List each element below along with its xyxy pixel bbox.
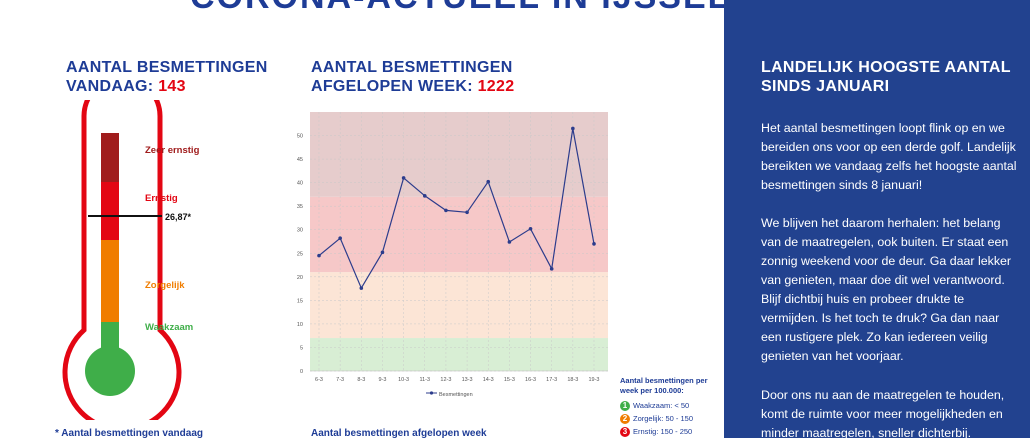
chart-point bbox=[592, 242, 596, 246]
chart-point bbox=[338, 236, 342, 241]
level-label-zorgelijk: Zorgelijk bbox=[145, 280, 185, 291]
chart-point bbox=[444, 208, 448, 213]
sidebar-heading: LANDELIJK HOOGSTE AANTAL SINDS JANUARI bbox=[761, 59, 1011, 95]
chart-x-tick-label: 8-3 bbox=[357, 377, 365, 383]
chart-y-tick-label: 35 bbox=[297, 204, 303, 210]
today-heading-prefix: VANDAAG: bbox=[66, 78, 159, 95]
sidebar-paragraph-3: Door ons nu aan de maatregelen te houden… bbox=[761, 388, 1005, 440]
chart-bands bbox=[310, 112, 608, 371]
chart-x-tick-label: 15-3 bbox=[504, 377, 515, 383]
chart-band-1 bbox=[310, 272, 608, 339]
chart-y-tick-label: 10 bbox=[297, 322, 303, 328]
chart-y-tick-label: 20 bbox=[297, 275, 303, 281]
week-heading-line1: AANTAL BESMETTINGEN bbox=[311, 59, 513, 76]
chart-point bbox=[317, 253, 321, 258]
risk-legend-item: 2 Zorgelijk: 50 - 150 bbox=[620, 412, 720, 425]
chart-x-tick-label: 14-3 bbox=[483, 377, 494, 383]
risk-legend-label: Zorgelijk: 50 - 150 bbox=[633, 414, 694, 423]
chart-band-0 bbox=[310, 338, 608, 371]
chart-x-tick-label: 11-3 bbox=[419, 377, 430, 383]
today-heading-line1: AANTAL BESMETTINGEN bbox=[66, 59, 268, 76]
thermometer-bulb bbox=[85, 346, 135, 396]
chart-y-tick-label: 5 bbox=[300, 345, 303, 351]
today-count: 143 bbox=[158, 78, 186, 95]
chart-x-tick-label: 13-3 bbox=[462, 377, 473, 383]
week-footnote: Aantal besmettingen afgelopen week bbox=[311, 428, 487, 439]
risk-legend-badge: 2 bbox=[620, 413, 630, 424]
chart-y-tick-label: 50 bbox=[297, 134, 303, 140]
series-line-besmettingen bbox=[318, 128, 595, 290]
level-label-zeer-ernstig: Zeer ernstig bbox=[145, 145, 200, 156]
chart-x-tick-label: 19-3 bbox=[588, 377, 599, 383]
chart-x-tick-label: 10-3 bbox=[398, 377, 409, 383]
chart-point bbox=[401, 176, 406, 180]
thermometer-value-label: 26,87* bbox=[165, 212, 192, 222]
chart-x-tick-label: 16-3 bbox=[525, 377, 536, 383]
chart-x-ticks: 6-3 7-3 8-3 9-3 10-3 11-3 12-3 13-3 14-3 15-3 16-3… bbox=[315, 377, 599, 383]
chart-x-tick-label: 6-3 bbox=[315, 377, 323, 383]
risk-legend-badge: 1 bbox=[620, 400, 630, 411]
chart-point bbox=[486, 179, 491, 184]
chart-points bbox=[317, 126, 596, 290]
chart-y-tick-label: 40 bbox=[297, 181, 303, 187]
chart-point bbox=[528, 226, 533, 231]
today-heading: AANTAL BESMETTINGEN VANDAAG: 143 bbox=[66, 58, 268, 96]
chart-band-3 bbox=[310, 112, 608, 197]
chart-y-tick-label: 45 bbox=[297, 157, 303, 163]
week-count: 1222 bbox=[477, 78, 515, 95]
chart-x-tick-label: 12-3 bbox=[440, 377, 451, 383]
week-line-chart: 0 5 10 15 20 25 30 35 40 45 50 6-3 7-3 8-3 9-3 10-3 11-… bbox=[297, 112, 608, 398]
thermometer-level-zorgelijk bbox=[101, 240, 119, 323]
chart-x-tick-label: 18-3 bbox=[567, 377, 578, 383]
risk-legend-item: 3 Ernstig: 150 - 250 bbox=[620, 425, 720, 438]
risk-legend-label: Ernstig: 150 - 250 bbox=[633, 427, 693, 436]
thermometer-top-cap bbox=[101, 135, 119, 144]
chart-point bbox=[465, 210, 469, 215]
risk-legend-label: Waakzaam: < 50 bbox=[633, 401, 690, 410]
chart-y-tick-label: 15 bbox=[297, 298, 303, 304]
chart-point bbox=[549, 267, 554, 271]
thermometer: 26,87* Zeer ernstig Ernstig Zorgelijk Wa… bbox=[62, 100, 200, 420]
chart-point bbox=[422, 194, 427, 198]
risk-legend-title: Aantal besmettingen per week per 100.000… bbox=[620, 376, 708, 395]
risk-legend: Aantal besmettingen per week per 100.000… bbox=[620, 376, 720, 438]
chart-y-ticks: 0 5 10 15 20 25 30 35 40 45 50 bbox=[297, 134, 303, 375]
sidebar-paragraph-1: Het aantal besmettingen loopt flink op e… bbox=[761, 121, 1017, 192]
chart-legend: Besmettingen bbox=[426, 391, 473, 398]
week-heading: AANTAL BESMETTINGEN AFGELOPEN WEEK: 1222 bbox=[311, 58, 514, 96]
chart-band-2 bbox=[310, 196, 608, 273]
sidebar-paragraph-2: We blijven het daarom herhalen: het bela… bbox=[761, 216, 1012, 363]
chart-point bbox=[507, 240, 512, 244]
chart-y-tick-label: 0 bbox=[300, 369, 303, 375]
today-footnote: * Aantal besmettingen vandaag bbox=[55, 428, 203, 439]
news-sidebar: LANDELIJK HOOGSTE AANTAL SINDS JANUARI H… bbox=[724, 0, 1030, 440]
risk-legend-badge: 3 bbox=[620, 426, 630, 437]
level-label-ernstig: Ernstig bbox=[145, 193, 178, 204]
thermometer-level-ernstig bbox=[101, 182, 119, 241]
chart-point bbox=[359, 286, 364, 290]
level-label-waakzaam: Waakzaam bbox=[145, 322, 193, 333]
week-heading-prefix: AFGELOPEN WEEK: bbox=[311, 78, 478, 95]
thermometer-level-zeer-ernstig bbox=[101, 133, 119, 183]
risk-legend-item: 1 Waakzaam: < 50 bbox=[620, 399, 720, 412]
thermometer-outline bbox=[62, 100, 182, 420]
chart-x-tick-label: 7-3 bbox=[336, 377, 344, 383]
chart-y-tick-label: 25 bbox=[297, 251, 303, 257]
chart-legend-label: Besmettingen bbox=[439, 392, 473, 398]
chart-point bbox=[380, 250, 385, 255]
chart-x-tick-label: 9-3 bbox=[378, 377, 386, 383]
chart-x-tick-label: 17-3 bbox=[546, 377, 557, 383]
chart-legend-marker bbox=[429, 391, 434, 395]
chart-point bbox=[571, 126, 575, 131]
chart-y-tick-label: 30 bbox=[297, 228, 303, 234]
thermometer-level-waakzaam bbox=[101, 322, 119, 352]
page-title: CORONA-ACTUEEL IN IJSSELLAND bbox=[190, 0, 833, 17]
